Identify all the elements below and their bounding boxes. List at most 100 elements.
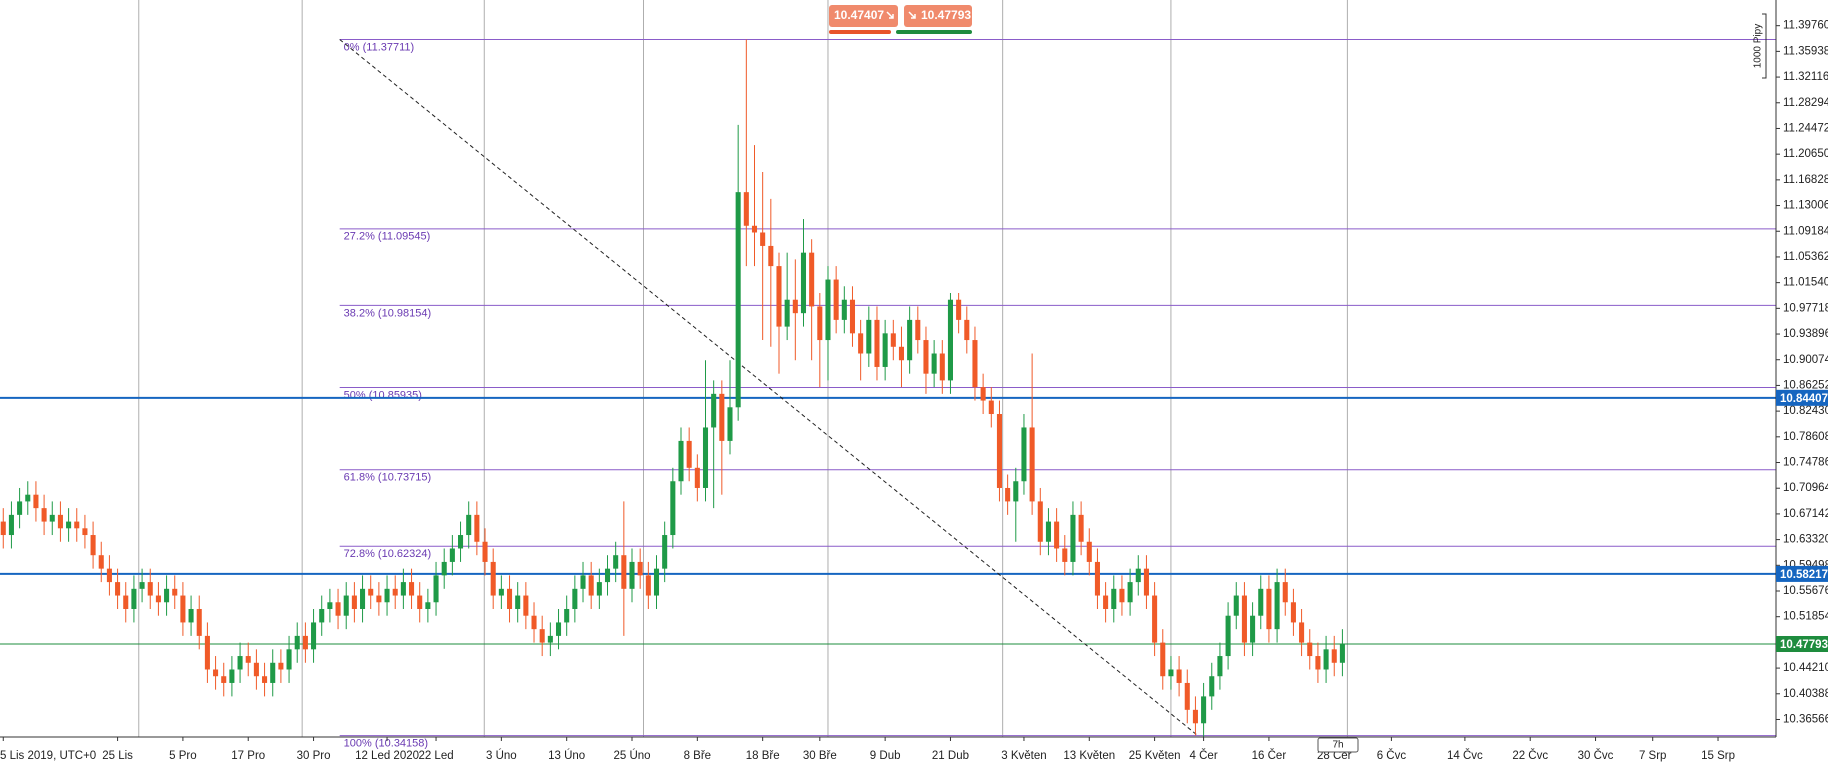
x-tick-label: 22 Čvc [1512, 749, 1548, 762]
x-tick-label: 5 Lis 2019, UTC+0 [0, 750, 96, 762]
candle-body [8, 514, 14, 536]
candle-body [768, 245, 774, 267]
candle-body [392, 588, 398, 596]
sell-bar [829, 30, 891, 34]
candle-body [1160, 642, 1166, 677]
candle-body [596, 582, 602, 596]
candle-body [817, 306, 823, 341]
candle-body [33, 494, 39, 509]
candle-body [776, 266, 782, 327]
candle-body [678, 440, 684, 482]
y-tick-label: 11.32116 [1783, 71, 1828, 83]
y-tick-label: 11.01540 [1783, 277, 1828, 289]
x-tick-label: 13 Úno [548, 749, 585, 762]
candle-body [1029, 427, 1035, 502]
candle-body [964, 319, 970, 341]
candle-body [123, 595, 129, 609]
candle-body [74, 521, 80, 529]
candle-body [1013, 481, 1019, 502]
x-tick-label: 17 Pro [231, 750, 265, 762]
candle-body [988, 400, 994, 415]
candle-body [947, 299, 953, 381]
y-tick-label: 11.16828 [1783, 174, 1828, 186]
candle-body [809, 252, 815, 307]
y-tick-label: 10.86252 [1783, 379, 1828, 391]
candle-body [1037, 501, 1043, 542]
candle-body [1266, 588, 1272, 630]
candle-body [425, 602, 431, 609]
fib-label: 50% (10.85935) [344, 389, 422, 401]
sell-price[interactable]: 10.47407 [834, 8, 884, 22]
candle-body [531, 615, 537, 630]
y-tick-label: 10.55676 [1783, 585, 1828, 597]
candle-body [882, 333, 888, 367]
x-tick-label: 22 Led [418, 750, 453, 762]
candle-body [588, 575, 594, 596]
candle-body [106, 568, 112, 583]
y-tick-label: 10.67142 [1783, 508, 1828, 520]
candle-body [523, 595, 529, 616]
candle-body [1192, 709, 1198, 724]
candle-body [907, 319, 913, 361]
timer: 7h [1317, 737, 1359, 753]
y-tick-label: 10.82430 [1783, 405, 1828, 417]
candle-body [1290, 602, 1296, 623]
candle-body [82, 528, 88, 536]
candle-body [351, 595, 357, 609]
x-tick-label: 25 Květen [1129, 750, 1181, 762]
x-tick-label: 13 Květen [1063, 750, 1115, 762]
sell-button[interactable] [829, 5, 898, 27]
fib-label: 72.8% (10.62324) [344, 548, 431, 560]
plot-area: 0% (11.37711) 27.2% (11.09545) 38.2% (10.9… [0, 0, 1776, 750]
candle-body [1217, 656, 1223, 677]
candle-body [931, 353, 937, 374]
y-tick-label: 10.70964 [1783, 482, 1828, 494]
candle-body [1143, 568, 1149, 596]
candle-body [1201, 696, 1207, 724]
candle-body [800, 252, 807, 314]
candle-body [751, 225, 758, 233]
y-tick-label: 11.20650 [1783, 148, 1828, 160]
candle-body [1045, 521, 1051, 542]
x-tick-label: 3 Květen [1001, 750, 1046, 762]
sell-icon [886, 11, 894, 19]
candle-body [1127, 582, 1133, 603]
candle-body [621, 555, 627, 589]
scale-indicator: 1000 Pipy [1753, 13, 1767, 79]
candle-body [490, 561, 496, 596]
candle-body [1021, 427, 1027, 482]
candle-body [841, 299, 847, 320]
buy-button[interactable] [904, 5, 972, 27]
candle-body [147, 582, 153, 596]
x-tick-label: 25 Úno [613, 749, 650, 762]
candle-body [1005, 487, 1011, 502]
fib-label: 0% (11.37711) [344, 41, 415, 53]
candle-body [449, 548, 455, 562]
candle-body [294, 635, 300, 650]
y-tick-label: 10.78608 [1783, 431, 1828, 443]
candle-body [515, 595, 521, 609]
candle-body [653, 568, 660, 596]
candle-body [1323, 649, 1329, 670]
candle-body [539, 629, 545, 643]
candle-body [409, 582, 415, 596]
line-price-label: 10.84407 [1780, 393, 1828, 405]
candle-body [898, 346, 905, 361]
candle-body [498, 588, 504, 596]
candle-body [923, 340, 929, 374]
y-tick-label: 10.93896 [1783, 328, 1828, 340]
quote-widget: 10.47407 10.47793 [829, 5, 972, 34]
trendline [339, 39, 1199, 737]
candle-body [564, 608, 570, 623]
candle-body [433, 575, 439, 603]
timer-box [1317, 737, 1359, 753]
fib-label: 61.8% (10.73715) [344, 472, 431, 484]
y-tick-label: 10.40388 [1783, 688, 1828, 700]
x-tick-label: 30 Pro [297, 750, 331, 762]
candle-body [335, 602, 341, 616]
current-price-label-box [1776, 635, 1828, 652]
timer-label: 7h [1332, 740, 1343, 751]
buy-price[interactable]: 10.47793 [921, 8, 971, 22]
